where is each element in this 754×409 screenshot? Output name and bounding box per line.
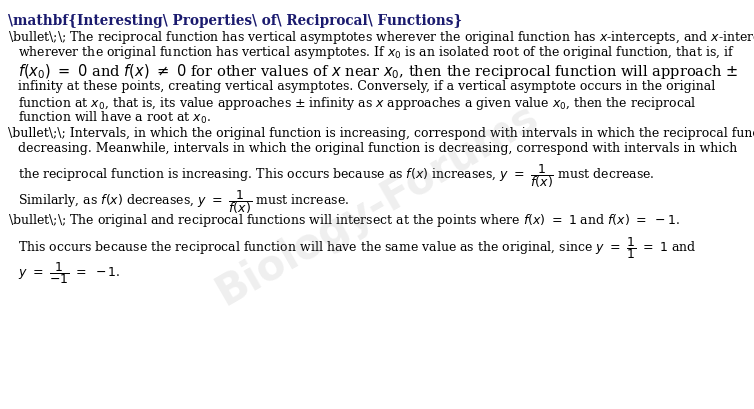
- Text: \bullet\;\; The original and reciprocal functions will intersect at the points w: \bullet\;\; The original and reciprocal …: [8, 211, 681, 229]
- Text: decreasing. Meanwhile, intervals in which the original function is decreasing, c: decreasing. Meanwhile, intervals in whic…: [18, 142, 737, 155]
- Text: \bullet\;\; Intervals, in which the original function is increasing, correspond : \bullet\;\; Intervals, in which the orig…: [8, 127, 754, 139]
- Text: \mathbf{Interesting\ Properties\ of\ Reciprocal\ Functions}: \mathbf{Interesting\ Properties\ of\ Rec…: [8, 14, 462, 28]
- Text: \bullet\;\; The reciprocal function has vertical asymptotes wherever the origina: \bullet\;\; The reciprocal function has …: [8, 29, 754, 46]
- Text: Similarly, as $f(x)$ decreases, $y\ =\ \dfrac{1}{f(x)}$ must increase.: Similarly, as $f(x)$ decreases, $y\ =\ \…: [18, 188, 349, 216]
- Text: wherever the original function has vertical asymptotes. If $x_0$ is an isolated : wherever the original function has verti…: [18, 44, 735, 61]
- Text: $y\ =\ \dfrac{1}{-1}\ =\ -1$.: $y\ =\ \dfrac{1}{-1}\ =\ -1$.: [18, 259, 121, 285]
- Text: $f(x_0)\ =\ 0$ and $f(x)\ \neq\ 0$ for other values of $x$ near $x_0$, then the : $f(x_0)\ =\ 0$ and $f(x)\ \neq\ 0$ for o…: [18, 62, 738, 81]
- Text: infinity at these points, creating vertical asymptotes. Conversely, if a vertica: infinity at these points, creating verti…: [18, 80, 716, 93]
- Text: This occurs because the reciprocal function will have the same value as the orig: This occurs because the reciprocal funct…: [18, 234, 697, 260]
- Text: Biology-Forums: Biology-Forums: [208, 95, 546, 314]
- Text: function will have a root at $x_0$.: function will have a root at $x_0$.: [18, 110, 211, 126]
- Text: function at $x_0$, that is, its value approaches $\pm$ infinity as $x$ approache: function at $x_0$, that is, its value ap…: [18, 95, 696, 112]
- Text: the reciprocal function is increasing. This occurs because as $f(x)$ increases, : the reciprocal function is increasing. T…: [18, 162, 654, 189]
